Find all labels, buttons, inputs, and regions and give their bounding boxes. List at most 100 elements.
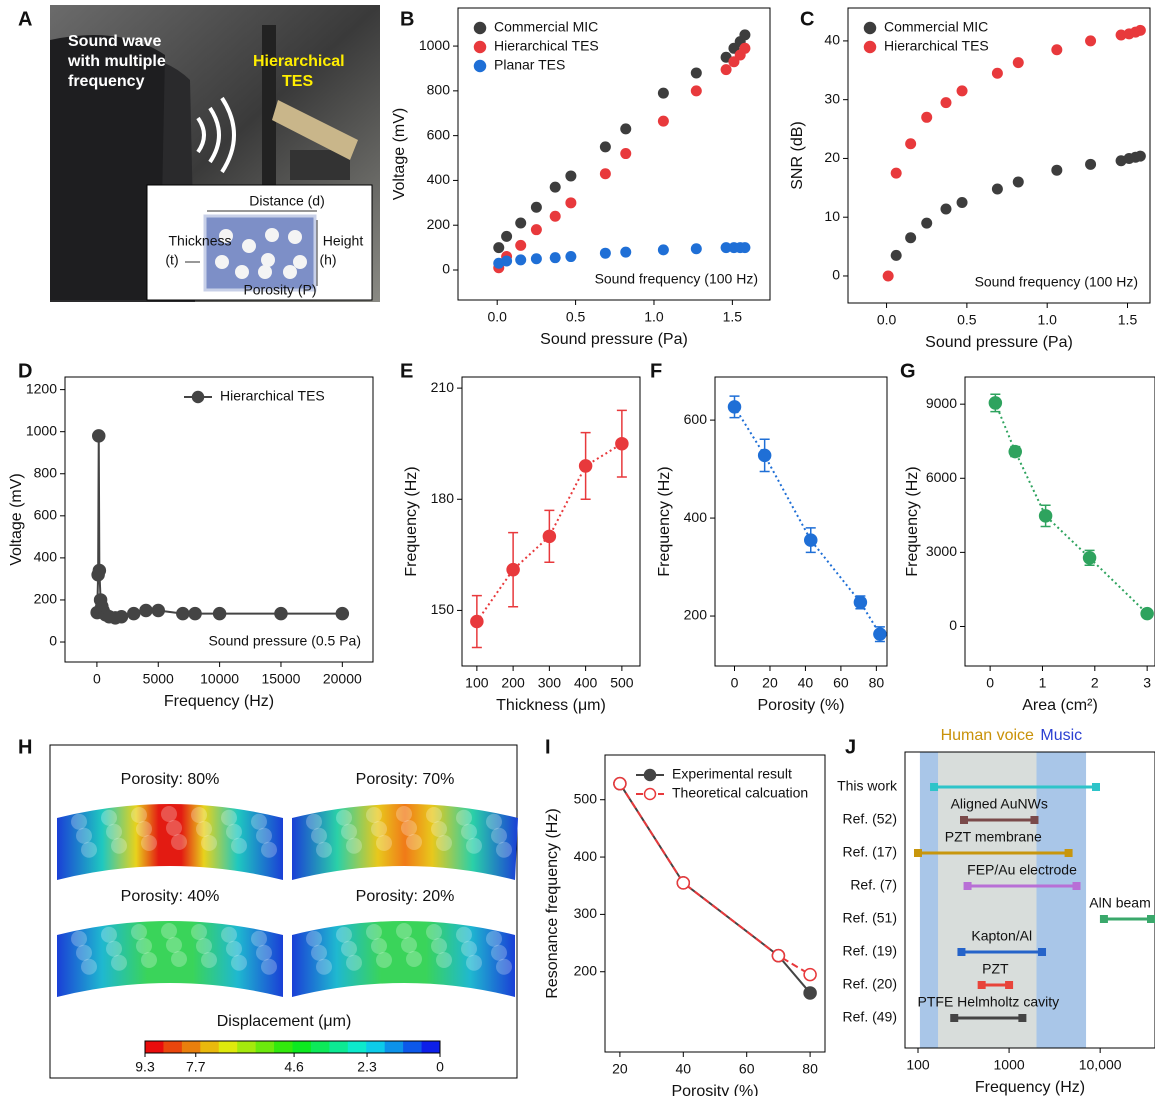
bump [141,951,157,968]
panel-label: H [18,736,32,758]
y-tick-label: 400 [684,509,708,525]
data-point [501,255,513,267]
range-label: Aligned AuNWs [951,796,1048,812]
bump [376,951,392,968]
caption: frequency [68,73,145,90]
bump [436,834,452,851]
range-end [1064,849,1073,857]
data-point [530,224,542,236]
x-tick-label: 1.0 [644,309,664,325]
x-tick-label: 200 [501,675,525,691]
bump [466,837,482,854]
data-point [720,242,732,254]
data-point [565,251,577,263]
data-point [657,87,669,99]
x-axis-label: Porosity (%) [671,1083,758,1096]
colorbar-cell [237,1041,257,1053]
range-label: PZT [982,961,1009,977]
range-label: PZT membrane [945,829,1042,845]
row-label: Ref. (7) [850,877,897,893]
data-point [803,986,817,1000]
inset-label: Porosity (P) [243,282,316,298]
data-point [804,533,818,547]
sim-title: Porosity: 20% [356,888,455,905]
x-tick-label: 100 [906,1057,930,1073]
bump [261,958,277,975]
y-tick-label: 600 [34,507,58,523]
data-point [956,197,968,209]
y-tick-label: 1000 [419,37,450,53]
data-point [335,606,350,621]
data-point [921,111,933,123]
row-label: Ref. (49) [843,1009,897,1025]
legend-label: Hierarchical TES [220,388,325,404]
data-point [757,448,772,463]
x-tick-label: 15000 [261,671,300,687]
x-tick-label: 1.5 [723,309,743,325]
x-tick-label: 0 [731,675,739,691]
data-point [720,64,732,76]
x-tick-label: 0.5 [957,312,977,328]
simulation-block [292,921,515,997]
bump [221,926,237,943]
bump [371,937,387,954]
bump [196,937,212,954]
data-point [1051,164,1063,176]
simulation-block [57,921,283,997]
data-point [690,85,702,97]
x-axis-label: Frequency (Hz) [164,693,274,710]
series-line [994,402,1148,615]
sim-title: Porosity: 70% [356,771,455,788]
bump [231,837,247,854]
x-tick-label: 40 [676,1061,692,1077]
bump [396,923,412,939]
y-tick-label: 400 [427,171,451,187]
x-tick-label: 0.5 [566,309,586,325]
panel-label: A [18,8,32,30]
data-point [1051,44,1063,56]
row-label: Ref. (20) [843,976,897,992]
colorbar-tick-label: 4.6 [284,1059,304,1075]
range-end [1091,783,1100,791]
data-point [1085,158,1097,170]
y-tick-label: 200 [684,607,708,623]
data-point [1134,24,1146,36]
bump [316,841,332,858]
data-point [565,170,577,182]
y-tick-label: 3000 [926,543,957,559]
data-point [212,606,227,621]
range-end [957,948,966,956]
data-point [1085,35,1097,47]
data-point [620,246,632,258]
y-tick-label: 20 [824,149,840,165]
bump [311,944,327,961]
colorbar-cell [403,1041,423,1053]
colorbar-cell [366,1041,386,1053]
x-tick-label: 3 [1143,675,1151,691]
plot-frame [964,376,1155,667]
data-point [853,595,868,610]
y-axis-label: Voltage (mV) [391,108,408,200]
data-point [599,168,611,180]
panel-label: I [545,736,551,758]
row-label: Ref. (17) [843,844,897,860]
bump [256,944,272,961]
inset-label: Thickness [168,233,231,249]
bump [431,937,447,954]
legend-marker [643,787,657,801]
x-tick-label: 1.5 [1118,312,1138,328]
bump [461,940,477,957]
bump [316,958,332,975]
x-tick-label: 400 [574,675,598,691]
panel-label: F [650,360,662,382]
x-axis-label: Area (cm²) [1022,697,1098,714]
plot-frame [461,376,641,667]
colorbar-tick-label: 2.3 [357,1059,377,1075]
legend-marker [473,59,487,73]
bump [346,837,362,854]
legend-marker [863,40,877,54]
bump [341,940,357,957]
bump [486,930,502,947]
inset-label: Height [323,233,364,249]
